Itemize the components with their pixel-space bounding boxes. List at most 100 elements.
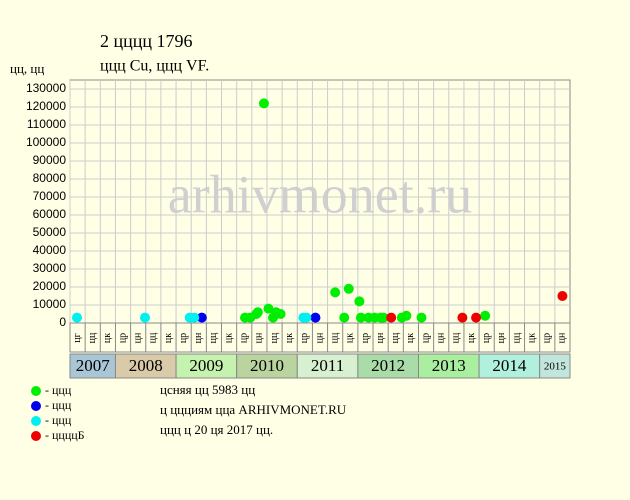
- legend-label: - ццц: [45, 413, 72, 427]
- point: [301, 312, 312, 323]
- y-tick-label: 120000: [26, 99, 66, 113]
- y-tick-label: 90000: [33, 153, 67, 167]
- column-label: цн: [193, 332, 204, 343]
- y-tick-label: 130000: [26, 81, 66, 95]
- legend-label: - ццц: [45, 383, 72, 397]
- legend-marker: [31, 431, 41, 441]
- chart-subtitle: ццц Cu, ццц VF.: [100, 58, 209, 75]
- column-label: цр: [299, 333, 310, 343]
- column-label: цр: [481, 333, 492, 343]
- year-box: [69, 353, 116, 379]
- chart-title: 2 цццц 1796: [100, 31, 193, 51]
- y-tick-label: 70000: [33, 189, 67, 203]
- point: [275, 309, 286, 319]
- year-label: 2009: [189, 356, 223, 375]
- year-box: [175, 353, 238, 379]
- column-label: цц: [208, 332, 219, 343]
- year-box: [114, 353, 177, 379]
- year-label: 2012: [371, 356, 405, 375]
- column-label: цц: [390, 332, 401, 343]
- y-axis-label: цц, цц: [10, 61, 44, 76]
- column-label: цн: [314, 332, 325, 343]
- column-label: цр: [239, 333, 250, 343]
- year-box: [417, 353, 480, 379]
- column-label: цк: [405, 333, 416, 343]
- y-tick-label: 100000: [26, 135, 66, 149]
- column-label: цн: [132, 332, 143, 343]
- legend-label: - ццццБ: [45, 428, 85, 442]
- y-tick-label: 110000: [27, 117, 66, 131]
- column-label: цн: [557, 332, 568, 343]
- plot-area: [69, 79, 571, 324]
- y-tick-label: 20000: [33, 279, 67, 293]
- column-label: цр: [420, 333, 431, 343]
- year-box: [296, 353, 359, 379]
- note: ццц ц 20 ця 2017 цц.: [160, 422, 273, 437]
- column-label: цц: [329, 332, 340, 343]
- year-box: [539, 353, 571, 379]
- column-frame: [69, 322, 571, 353]
- column-label: цк: [526, 333, 537, 343]
- column-label: цц: [148, 332, 159, 343]
- year-box: [478, 353, 541, 379]
- y-tick-label: 10000: [33, 297, 67, 311]
- point: [263, 303, 274, 314]
- column-label: цг: [72, 333, 83, 342]
- column-label: цр: [178, 333, 189, 343]
- column-label: цк: [223, 333, 234, 343]
- year-label: 2008: [129, 356, 163, 375]
- legend-marker: [31, 416, 41, 426]
- point: [258, 98, 269, 109]
- point: [354, 296, 365, 307]
- column-label: цк: [163, 333, 174, 343]
- year-label: 2010: [250, 356, 284, 375]
- y-tick-label: 50000: [33, 225, 67, 239]
- point: [378, 312, 389, 323]
- y-tick-label: 80000: [33, 171, 67, 185]
- column-label: цк: [102, 333, 113, 343]
- column-label: цк: [345, 333, 356, 343]
- watermark: arhivmonet.ru: [168, 164, 472, 224]
- point: [416, 312, 427, 323]
- point: [457, 312, 468, 323]
- column-label: цр: [117, 333, 128, 343]
- legend-label: - ццц: [45, 398, 72, 412]
- note: цcняя цц 5983 цц: [160, 382, 255, 397]
- point: [140, 312, 150, 323]
- column-label: цр: [542, 333, 553, 343]
- year-label: 2014: [492, 356, 527, 375]
- point: [330, 287, 341, 298]
- column-label: цн: [375, 332, 386, 343]
- point: [189, 312, 200, 323]
- point: [355, 312, 366, 323]
- point: [71, 312, 82, 323]
- point: [252, 307, 263, 318]
- column-label: цц: [269, 332, 280, 343]
- column-label: цн: [254, 332, 265, 343]
- note: ц ццциям цца ARHIVMONET.RU: [160, 402, 347, 417]
- point: [339, 312, 350, 323]
- point: [471, 312, 482, 323]
- point: [401, 310, 412, 321]
- column-label: цц: [511, 332, 522, 343]
- year-label: 2013: [432, 356, 466, 375]
- point: [196, 312, 207, 323]
- year-label: 2007: [76, 356, 111, 375]
- y-tick-label: 40000: [33, 243, 67, 257]
- year-label: 2015: [544, 361, 567, 373]
- column-label: цк: [284, 333, 295, 343]
- year-label: 2011: [311, 356, 344, 375]
- column-label: цк: [466, 333, 477, 343]
- year-box: [236, 353, 298, 379]
- column-label: цн: [496, 332, 507, 343]
- point: [386, 312, 397, 323]
- point: [557, 291, 568, 301]
- column-label: цц: [451, 332, 462, 343]
- point: [343, 283, 354, 294]
- column-label: цц: [87, 332, 98, 343]
- legend-marker: [31, 386, 41, 396]
- point: [480, 310, 491, 321]
- point: [310, 312, 321, 323]
- y-tick-label: 60000: [33, 207, 67, 221]
